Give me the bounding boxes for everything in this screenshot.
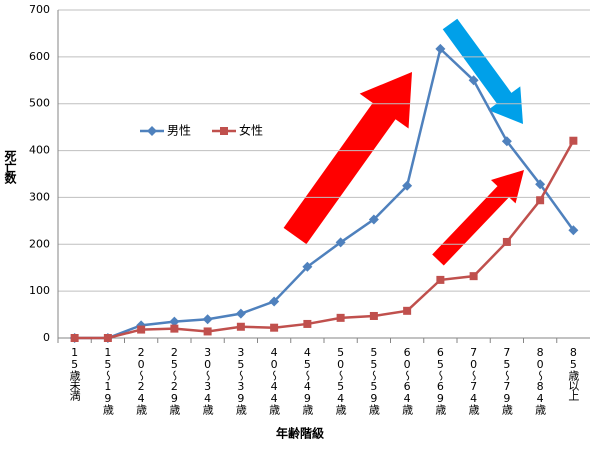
marker	[568, 225, 579, 236]
y-tick-label: 500	[29, 97, 50, 110]
arrow	[432, 170, 524, 266]
marker	[468, 75, 479, 86]
y-tick-label: 700	[29, 3, 50, 16]
marker	[368, 214, 379, 225]
marker	[403, 306, 412, 315]
marker	[235, 308, 246, 319]
x-tick-label: 45〜49歳	[301, 346, 314, 415]
y-tick-label: 600	[29, 50, 50, 63]
x-tick-label: 60〜64歳	[401, 346, 414, 415]
marker	[270, 323, 279, 332]
marker	[536, 196, 545, 205]
x-tick-label: 80〜84歳	[534, 346, 547, 415]
marker	[70, 334, 79, 342]
marker	[335, 237, 346, 248]
marker	[303, 319, 312, 328]
y-tick-label: 0	[43, 331, 50, 344]
line	[74, 140, 575, 340]
y-tick-label: 200	[29, 237, 50, 250]
legend-label: 女性	[239, 123, 263, 138]
x-tick-label: 65〜69歳	[434, 346, 447, 415]
marker	[302, 261, 313, 272]
y-tick-label: 100	[29, 284, 50, 297]
x-tick-label: 55〜59歳	[367, 346, 380, 415]
marker	[103, 334, 112, 342]
marker	[203, 327, 212, 336]
x-tick-label: 50〜54歳	[334, 346, 347, 415]
marker	[137, 325, 146, 334]
x-tick-label: 15〜19歳	[101, 346, 114, 415]
x-tick-label: 30〜34歳	[201, 346, 214, 415]
marker	[502, 237, 511, 246]
x-tick-label: 75〜79歳	[500, 346, 513, 415]
marker	[336, 313, 345, 322]
x-axis-label: 年齢階級	[276, 426, 324, 441]
legend-marker	[220, 127, 228, 135]
x-tick-label: 70〜74歳	[467, 346, 480, 415]
x-tick-label: 15歳未満	[68, 346, 81, 402]
marker	[169, 316, 180, 327]
x-tick-label: 35〜39歳	[234, 346, 247, 415]
marker	[402, 180, 413, 191]
y-tick-label: 400	[29, 144, 50, 157]
marker	[269, 296, 280, 307]
y-tick-label: 300	[29, 190, 50, 203]
marker	[535, 179, 546, 190]
marker	[236, 322, 245, 331]
arrow	[442, 18, 523, 124]
marker	[469, 272, 478, 281]
arrow	[283, 72, 412, 245]
x-tick-label: 25〜29歳	[168, 346, 181, 415]
marker	[202, 314, 213, 325]
x-tick-label: 85歳以上	[567, 346, 580, 400]
line	[74, 46, 575, 340]
marker	[501, 136, 512, 147]
marker	[569, 136, 578, 145]
marker	[369, 311, 378, 320]
y-axis-label: 死亡数	[3, 150, 17, 185]
legend-marker	[147, 126, 157, 136]
x-tick-label: 40〜44歳	[268, 346, 281, 415]
legend-label: 男性	[167, 124, 191, 138]
arrows	[283, 18, 524, 266]
x-tick-label: 20〜24歳	[135, 346, 148, 415]
marker	[436, 275, 445, 284]
marker	[435, 43, 446, 54]
marker	[170, 324, 179, 333]
